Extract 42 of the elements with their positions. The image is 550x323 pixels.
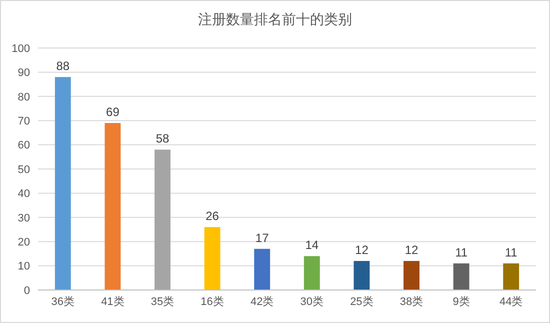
- y-tick-label: 70: [18, 115, 30, 128]
- x-tick-label: 38类: [400, 295, 424, 308]
- y-tick-label: 90: [18, 67, 30, 80]
- bar: [453, 263, 470, 290]
- bar: [304, 256, 320, 290]
- data-label: 14: [305, 238, 319, 252]
- x-tick-label: 16类: [200, 295, 224, 308]
- x-tick-label: 35类: [150, 295, 174, 308]
- y-tick-label: 100: [12, 42, 30, 55]
- bar: [404, 260, 420, 290]
- y-tick-label: 0: [24, 284, 30, 297]
- x-tick-label: 25类: [350, 295, 374, 308]
- y-tick-label: 30: [18, 212, 30, 224]
- x-tick-label: 42类: [250, 295, 274, 308]
- y-tick-label: 50: [18, 164, 30, 176]
- x-tick-label: 41类: [101, 295, 124, 308]
- x-tick-label: 36类: [51, 295, 75, 308]
- y-tick-label: 40: [18, 188, 30, 200]
- x-tick-label: 9类: [452, 295, 470, 308]
- data-label: 12: [404, 242, 418, 257]
- bar: [104, 123, 121, 290]
- data-label: 17: [255, 230, 270, 245]
- y-tick-label: 60: [18, 140, 30, 152]
- y-tick-label: 20: [18, 236, 30, 248]
- x-tick-label: 30类: [300, 295, 324, 308]
- data-label: 26: [206, 209, 220, 224]
- bar: [503, 263, 520, 290]
- y-tick-label: 10: [18, 260, 30, 273]
- x-tick-label: 44类: [499, 295, 523, 308]
- data-label: 11: [504, 245, 518, 260]
- data-label: 12: [355, 242, 369, 257]
- data-label: 88: [56, 59, 70, 74]
- bar: [204, 227, 220, 290]
- chart-title: 注册数量排名前十的类别: [198, 11, 352, 27]
- bar: [354, 260, 370, 290]
- bar: [254, 248, 270, 290]
- bar: [54, 77, 71, 290]
- y-tick-label: 80: [18, 91, 30, 104]
- data-label: 58: [156, 132, 170, 146]
- data-label: 11: [455, 245, 468, 260]
- data-label: 69: [106, 105, 120, 120]
- bar: [154, 150, 170, 290]
